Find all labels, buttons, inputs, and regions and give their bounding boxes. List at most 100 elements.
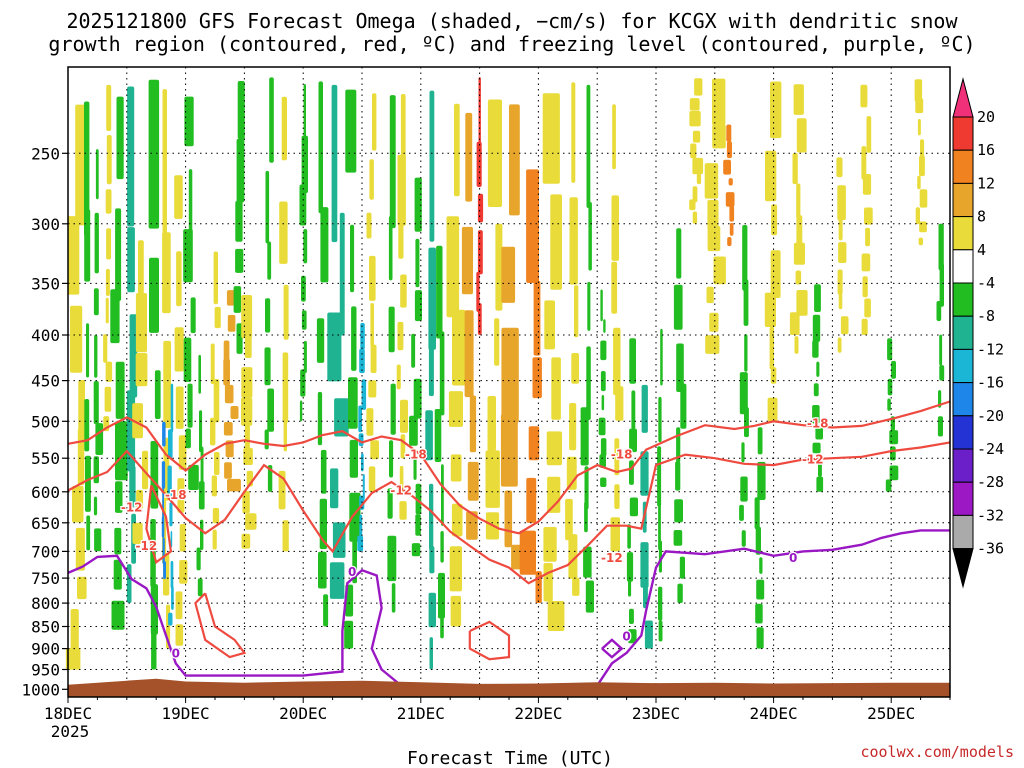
omega-shade-cell [301,135,308,194]
omega-shade-cell [86,323,90,378]
omega-shade-cell [600,340,607,361]
omega-shade-cell [344,620,354,649]
omega-shade-cell [387,535,397,582]
omega-shade-cell [440,531,444,563]
omega-shade-cell [891,360,896,379]
omega-shade-cell [627,524,631,549]
omega-shade-cell [198,481,205,510]
omega-shade-cell [183,229,193,283]
omega-shade-cell [429,483,434,550]
omega-shade-cell [836,157,843,178]
omega-shade-cell [372,93,377,151]
x-axis-label: Forecast Time (UTC) [407,748,613,768]
omega-shade-cell [613,327,621,396]
colorbar-label: 16 [977,141,995,159]
omega-shade-cell [94,334,98,378]
omega-shade-cell [78,380,85,444]
omega-shade-cell [370,440,379,460]
omega-shade-cell [244,329,252,358]
contour-label: -12 [390,484,412,498]
omega-shade-cell [282,520,289,552]
omega-shade-cell [792,153,798,185]
omega-shade-cell [198,354,201,394]
omega-shade-cell [675,461,681,491]
omega-shade-cell [387,488,393,519]
omega-shade-cell [865,227,870,247]
omega-shade-cell [428,341,434,397]
omega-shade-cell [184,96,194,147]
omega-shade-cell [113,559,122,590]
omega-shade-cell [106,84,112,131]
x-tick-label: 18DEC [44,704,92,723]
omega-shade-cell [389,440,394,478]
omega-shade-cell [438,572,445,619]
colorbar-box [952,149,974,184]
omega-shade-cell [318,551,327,589]
omega-shade-cell [673,530,683,546]
omega-shade-cell [658,540,662,573]
omega-shade-cell [568,534,578,579]
colorbar-box [952,348,974,384]
omega-shade-cell [692,186,698,203]
omega-shade-cell [487,99,502,207]
contour-label: -18 [807,417,829,431]
omega-shade-cell [704,163,719,199]
omega-shade-cell [283,412,287,452]
omega-shade-cell [349,492,361,542]
x-tick-label: 22DEC [514,704,562,723]
omega-shade-cell [369,159,374,200]
omega-shade-cell [323,594,329,627]
omega-shade-cell [692,130,701,143]
colorbar-bottom-arrow [952,548,974,589]
omega-shade-cell [660,328,663,386]
omega-shade-cell [477,230,483,275]
omega-shade-cell [741,530,746,547]
omega-shade-cell [509,104,520,216]
colorbar-top-arrow [952,77,974,118]
omega-shade-cell [626,552,634,582]
omega-shade-cell [151,629,157,670]
x-tick-label: 23DEC [632,704,680,723]
credit-link[interactable]: coolwx.com/models [860,743,1014,761]
omega-shade-cell [814,284,821,312]
omega-shade-cell [692,157,704,175]
omega-shade-cell [171,586,174,610]
x-tick-sublabel: 2025 [51,722,90,741]
omega-shade-cell [936,301,942,321]
omega-shade-cell [106,228,111,260]
chart-title-line-1: 2025121800 GFS Forecast Omega (shaded, −… [66,9,958,33]
contour-label: -18 [405,448,427,462]
omega-shade-cell [600,438,607,457]
omega-shade-cell [729,205,735,222]
omega-shade-cell [267,388,274,432]
omega-shade-cell [168,612,173,626]
omega-shade-cell [740,476,748,502]
omega-shade-cell [350,224,355,293]
omega-shade-cell [542,93,560,184]
omega-shade-cell [586,84,591,208]
omega-shade-cell [599,454,606,468]
omega-shade-cell [756,579,765,600]
omega-shade-cell [739,504,744,521]
omega-shade-cell [188,464,199,490]
omega-shade-cell [187,383,193,428]
omega-shade-cell [689,98,700,111]
omega-shade-cell [812,442,821,454]
omega-shade-cell [370,344,377,373]
omega-shade-cell [303,340,307,374]
omega-shade-cell [860,84,868,108]
omega-shade-cell [676,343,684,392]
omega-shade-cell [485,450,500,508]
omega-shade-cell [138,240,144,299]
omega-shade-cell [211,475,217,497]
omega-shade-cell [303,229,308,264]
omega-shade-cell [658,586,663,621]
omega-shade-cell [728,178,733,186]
omega-shade-cell [755,526,761,555]
omega-shade-cell [170,531,173,548]
omega-shade-cell [937,416,943,437]
omega-shade-cell [504,490,513,548]
omega-shade-cell [77,576,87,600]
omega-shade-cell [757,427,763,455]
omega-shade-cell [105,361,113,382]
